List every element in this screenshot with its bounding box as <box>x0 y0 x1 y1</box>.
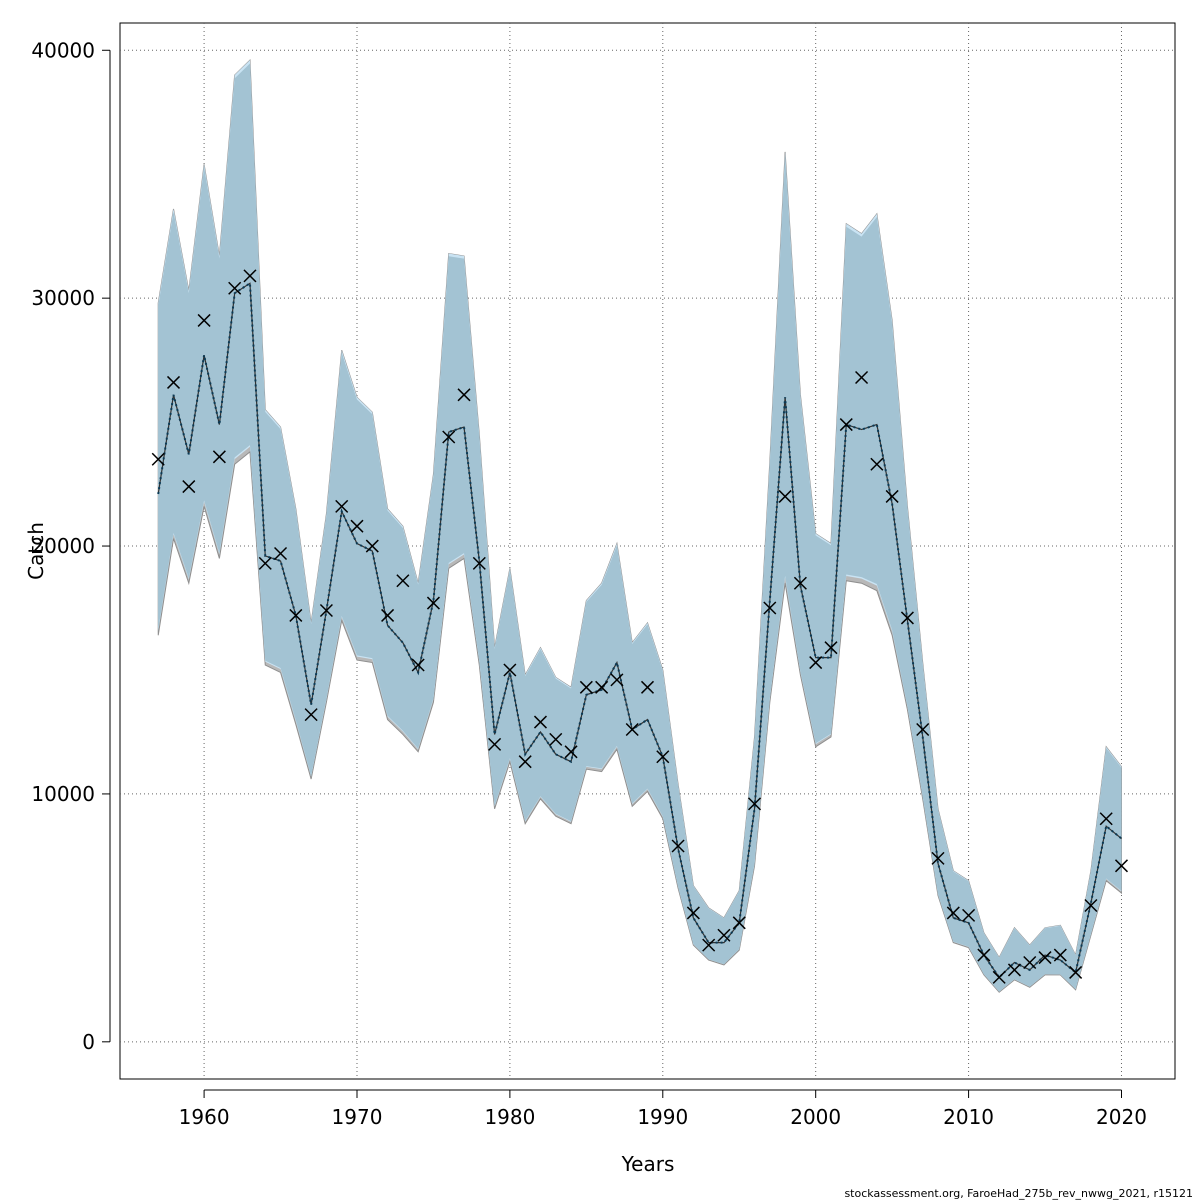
y-tick-label-30000: 30000 <box>31 286 95 310</box>
observation-marker-1979 <box>488 737 502 751</box>
observation-marker-1997 <box>763 601 777 615</box>
x-tick-label-1990: 1990 <box>637 1105 688 1129</box>
x-axis-label: Years <box>621 1152 675 1176</box>
observation-marker-2016 <box>1053 948 1067 962</box>
observation-marker-1971 <box>365 539 379 553</box>
observation-marker-1995 <box>732 916 746 930</box>
observation-marker-2017 <box>1069 965 1083 979</box>
observation-marker-1975 <box>426 596 440 610</box>
observation-marker-2005 <box>885 489 899 503</box>
observation-marker-1981 <box>518 755 532 769</box>
observation-marker-1998 <box>778 489 792 503</box>
band-light-blue <box>158 60 1122 992</box>
observation-markers <box>151 269 1129 984</box>
observation-marker-2000 <box>809 656 823 670</box>
observation-marker-1967 <box>304 708 318 722</box>
observation-marker-1959 <box>182 480 196 494</box>
observation-marker-1992 <box>686 906 700 920</box>
observation-marker-2003 <box>855 370 869 385</box>
observation-marker-1984 <box>564 745 578 759</box>
axes: 1960 1970 1980 1990 2000 2010 2020 0 10000 20000 3… <box>31 38 1147 1129</box>
observation-marker-1988 <box>625 722 639 737</box>
observation-marker-2006 <box>900 611 914 625</box>
observation-marker-1964 <box>258 556 272 570</box>
observation-marker-1978 <box>472 556 486 570</box>
observation-marker-1972 <box>381 608 395 622</box>
band-blue-inner <box>158 63 1122 992</box>
observation-marker-2019 <box>1099 812 1113 826</box>
observation-marker-2010 <box>962 908 976 922</box>
observation-marker-1963 <box>243 269 257 283</box>
observation-marker-2013 <box>1007 963 1021 977</box>
observation-marker-1962 <box>228 281 242 295</box>
observation-marker-1977 <box>457 388 471 402</box>
estimate-line-dotted <box>157 281 1123 979</box>
observation-marker-1969 <box>335 499 349 513</box>
observation-marker-1974 <box>411 658 425 672</box>
observation-marker-2014 <box>1023 955 1037 970</box>
observation-marker-1966 <box>289 608 303 622</box>
observation-marker-1957 <box>151 452 165 466</box>
observation-marker-1986 <box>595 680 609 694</box>
observation-marker-1960 <box>197 313 211 327</box>
observation-marker-1991 <box>671 839 685 853</box>
observation-marker-1987 <box>610 673 624 687</box>
observation-marker-1996 <box>747 797 762 811</box>
x-tick-label-1980: 1980 <box>484 1105 535 1129</box>
observation-marker-2008 <box>931 851 945 865</box>
observation-marker-1990 <box>656 750 670 764</box>
x-tick-label-2020: 2020 <box>1096 1105 1147 1129</box>
observation-marker-2020 <box>1114 859 1129 873</box>
observation-marker-2007 <box>916 722 930 737</box>
observation-marker-2012 <box>992 970 1006 984</box>
observation-marker-2004 <box>870 457 884 471</box>
observation-marker-2015 <box>1038 951 1052 965</box>
observation-marker-1976 <box>442 430 456 444</box>
y-tick-label-0: 0 <box>82 1030 95 1054</box>
band-grey-outer <box>157 59 1122 993</box>
observation-marker-1980 <box>503 663 517 677</box>
y-tick-label-10000: 10000 <box>31 782 95 806</box>
observation-marker-1970 <box>350 519 364 533</box>
x-tick-label-2010: 2010 <box>943 1105 994 1129</box>
observation-marker-1961 <box>212 450 226 464</box>
confidence-band <box>157 59 1122 993</box>
observation-marker-1983 <box>549 732 563 746</box>
credit-text: stockassessment.org, FaroeHad_275b_rev_n… <box>844 1187 1193 1200</box>
observation-marker-2002 <box>839 418 853 432</box>
observation-marker-2018 <box>1084 898 1098 913</box>
x-tick-label-1960: 1960 <box>179 1105 230 1129</box>
observation-marker-2001 <box>824 641 838 655</box>
x-tick-label-2000: 2000 <box>790 1105 841 1129</box>
observation-marker-1993 <box>702 938 716 952</box>
plot-frame <box>119 22 1176 1080</box>
observation-marker-1982 <box>533 715 548 729</box>
observation-marker-2009 <box>946 906 960 920</box>
estimate-line-group <box>157 281 1123 979</box>
observation-marker-1968 <box>319 603 333 618</box>
observation-marker-2011 <box>977 948 991 962</box>
x-tick-label-1970: 1970 <box>332 1105 383 1129</box>
observation-marker-1958 <box>166 375 181 389</box>
observation-marker-1973 <box>396 574 410 588</box>
observation-marker-1994 <box>717 928 731 942</box>
observation-marker-1965 <box>274 546 288 561</box>
y-tick-label-20000: 20000 <box>31 534 95 558</box>
y-tick-label-40000: 40000 <box>31 38 95 62</box>
observation-marker-1989 <box>640 680 655 694</box>
grid-lines <box>120 23 1175 1079</box>
observation-marker-1999 <box>793 576 807 590</box>
observation-marker-1985 <box>579 680 593 694</box>
y-axis-label: Catch <box>24 522 48 580</box>
